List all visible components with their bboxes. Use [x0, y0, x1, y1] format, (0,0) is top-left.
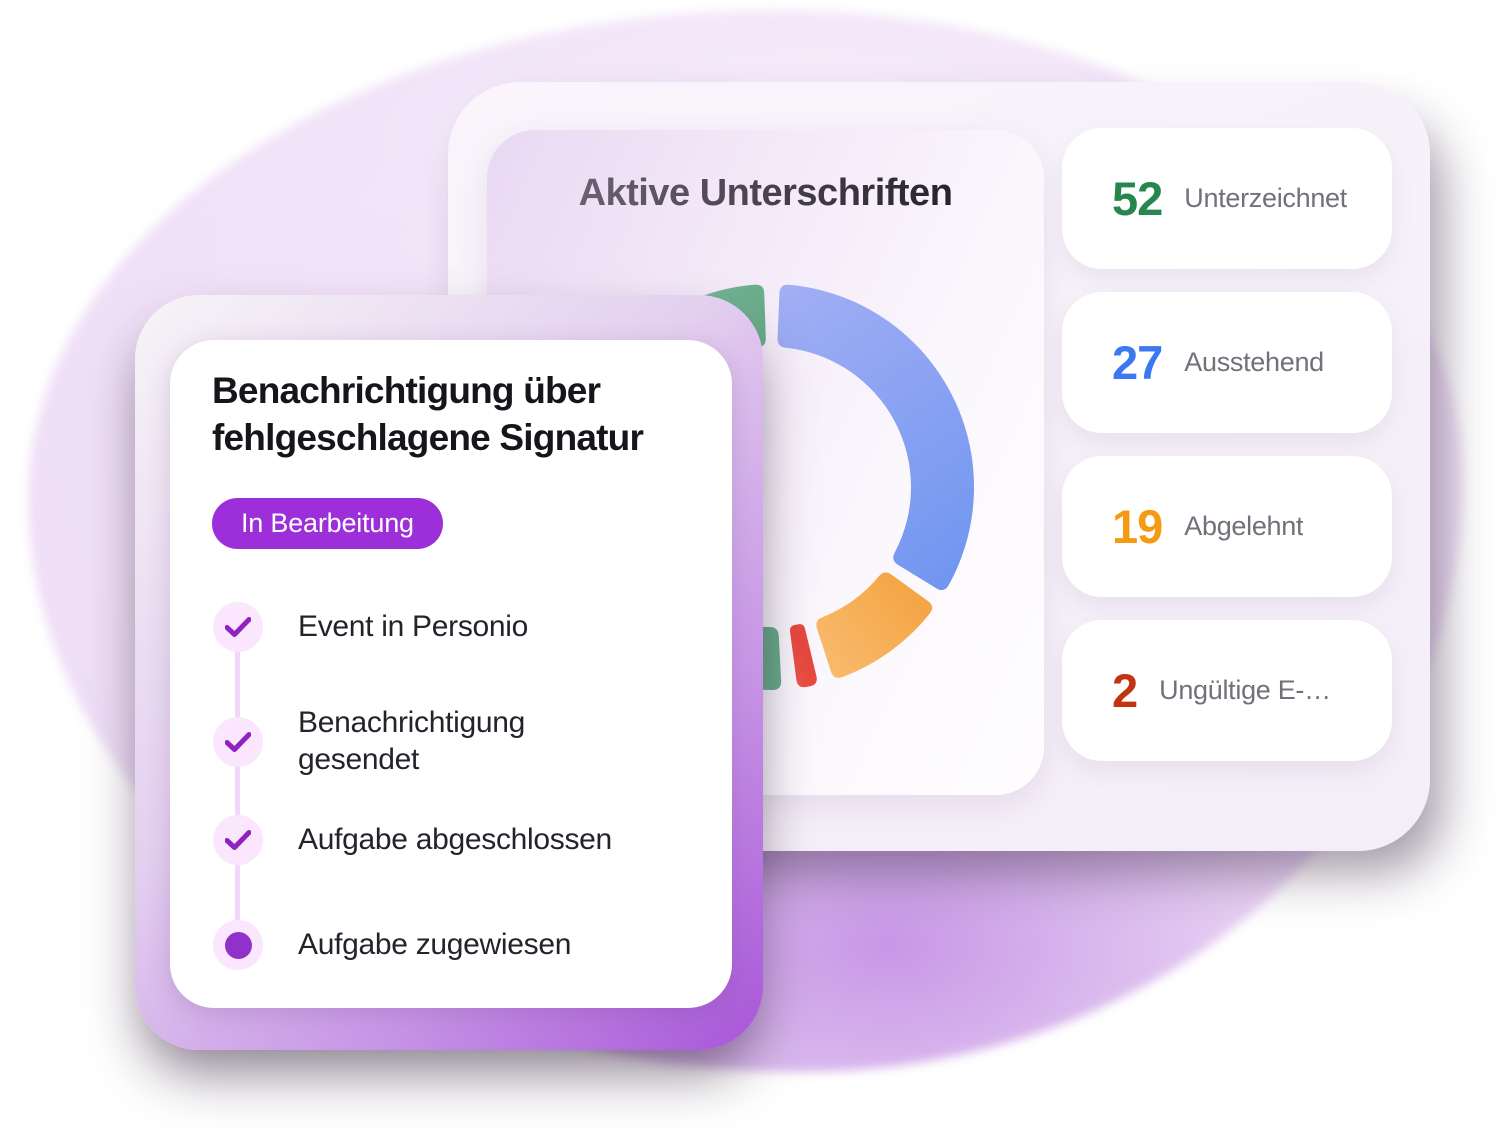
step-row-3: Aufgabe abgeschlossen	[213, 815, 612, 865]
task-notification-card: Benachrichtigung über fehlgeschlagene Si…	[135, 295, 763, 1050]
step-label: Aufgabe zugewiesen	[298, 927, 572, 961]
check-icon	[213, 815, 263, 865]
check-icon	[213, 716, 263, 767]
dot	[224, 931, 252, 959]
stat-value: 27	[1112, 336, 1163, 389]
check-icon	[213, 602, 263, 652]
task-title: Benachrichtigung über fehlgeschlagene Si…	[212, 370, 644, 458]
step-label: Aufgabe abgeschlossen	[298, 822, 612, 856]
timeline-connector	[235, 627, 240, 945]
stat-card-abgelehnt[interactable]: 19 Abgelehnt	[1062, 456, 1392, 597]
step-row-4: Aufgabe zugewiesen	[213, 920, 571, 970]
stat-label: Abgelehnt	[1184, 511, 1304, 541]
stat-value: 2	[1112, 664, 1138, 717]
stat-card-unterzeichnet[interactable]: 52 Unterzeichnet	[1062, 128, 1392, 269]
signature-stats-column: 52 Unterzeichnet 27 Ausstehend 19 Abgelehnt 2 U…	[1062, 128, 1392, 784]
segment-red[interactable]	[789, 624, 817, 688]
chart-title: Aktive Unterschriften	[487, 130, 1044, 215]
stat-card-ausstehend[interactable]: 27 Ausstehend	[1062, 292, 1392, 433]
segment-orange[interactable]	[816, 572, 933, 678]
step-row-1: Event in Personio	[213, 602, 528, 652]
step-label: Event in Personio	[298, 609, 529, 643]
step-row-2: Benachrichtigung gesendet	[213, 705, 643, 779]
segment-blue[interactable]	[777, 284, 975, 591]
step-label: Benachrichtigung gesendet	[298, 706, 526, 776]
stat-label: Unterzeichnet	[1184, 183, 1347, 213]
stat-label: Ungültige E-…	[1159, 675, 1331, 705]
task-notification-card-inner: Benachrichtigung über fehlgeschlagene Si…	[170, 340, 732, 1008]
task-steps-timeline: Event in Personio Benachrichtigung gesend…	[170, 340, 732, 1008]
stat-label: Ausstehend	[1184, 347, 1324, 377]
stat-card-ung-ltige-e-[interactable]: 2 Ungültige E-…	[1062, 620, 1392, 761]
status-badge: In Bearbeitung	[212, 498, 443, 549]
stat-value: 52	[1112, 172, 1163, 225]
stat-value: 19	[1112, 500, 1163, 553]
current-step-dot-icon	[213, 920, 263, 970]
